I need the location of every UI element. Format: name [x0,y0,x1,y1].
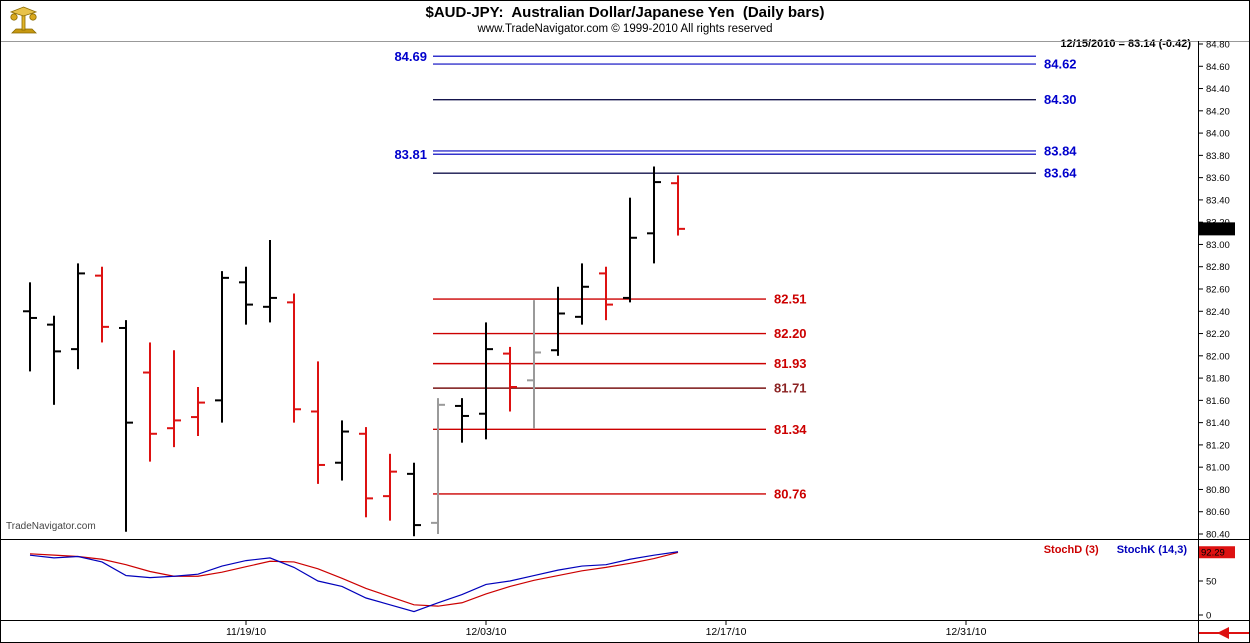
level-label-81.34: 81.34 [774,422,807,437]
legend-stochk[interactable]: StochK (14,3) [1116,544,1187,556]
price-tick-label: 81.40 [1206,418,1230,429]
copyright-text: www.TradeNavigator.com © 1999-2010 All r… [477,23,773,35]
price-tick-label: 84.40 [1206,84,1230,95]
scroll-left-arrow-icon [1217,627,1229,639]
price-tick-label: 81.80 [1206,374,1230,385]
x-axis-scrollbar[interactable] [1199,623,1250,641]
date-tick-label: 12/31/10 [946,626,987,638]
stoch-tick-label: 0 [1206,611,1211,622]
price-tick-label: 82.00 [1206,351,1230,362]
level-label-81.93: 81.93 [774,356,807,371]
level-label-83.64: 83.64 [1044,166,1077,181]
chart-title: $AUD-JPY: Australian Dollar/Japanese Yen… [425,4,825,21]
app-logo-icon [9,6,38,34]
price-tick-label: 83.00 [1206,240,1230,251]
level-label-80.76: 80.76 [774,486,807,501]
level-label-84.69: 84.69 [394,49,427,64]
level-label-82.51: 82.51 [774,292,807,307]
stoch-value-badge [1199,546,1235,559]
level-label-83.84: 83.84 [1044,143,1077,158]
stoch-tick-label: 50 [1206,577,1217,588]
date-tick-label: 12/03/10 [466,626,507,638]
price-tick-label: 82.40 [1206,307,1230,318]
price-tick-label: 84.80 [1206,40,1230,51]
level-label-82.20: 82.20 [774,326,807,341]
price-tick-label: 84.20 [1206,106,1230,117]
stoch-value-badge-label: 92.29 [1201,548,1225,559]
price-tick-label: 80.80 [1206,485,1230,496]
last-price-badge-label: 83.14 [1202,224,1226,235]
price-tick-label: 82.20 [1206,329,1230,340]
level-label-81.71: 81.71 [774,381,807,396]
price-tick-label: 82.80 [1206,262,1230,273]
price-tick-label: 81.60 [1206,396,1230,407]
price-tick-label: 81.00 [1206,463,1230,474]
level-label-84.62: 84.62 [1044,57,1077,72]
indicator-legend: StochD (3) StochK (14,3) [1044,544,1187,556]
price-tick-label: 80.60 [1206,507,1230,518]
price-tick-label: 84.00 [1206,129,1230,140]
price-tick-label: 83.80 [1206,151,1230,162]
watermark-text: TradeNavigator.com [6,521,96,532]
level-label-84.30: 84.30 [1044,92,1077,107]
last-price-badge [1199,222,1235,236]
level-label-83.81: 83.81 [394,147,427,162]
legend-stochd[interactable]: StochD (3) [1043,544,1099,556]
stochk-line [29,551,679,613]
price-tick-label: 82.60 [1206,285,1230,296]
price-tick-label: 80.40 [1206,530,1230,541]
date-tick-label: 12/17/10 [706,626,747,638]
price-tick-label: 84.60 [1206,62,1230,73]
price-tick-label: 83.60 [1206,173,1230,184]
stochd-line [29,551,679,607]
date-tick-label: 11/19/10 [226,626,266,638]
price-tick-label: 83.40 [1206,195,1230,206]
price-tick-label: 81.20 [1206,440,1230,451]
